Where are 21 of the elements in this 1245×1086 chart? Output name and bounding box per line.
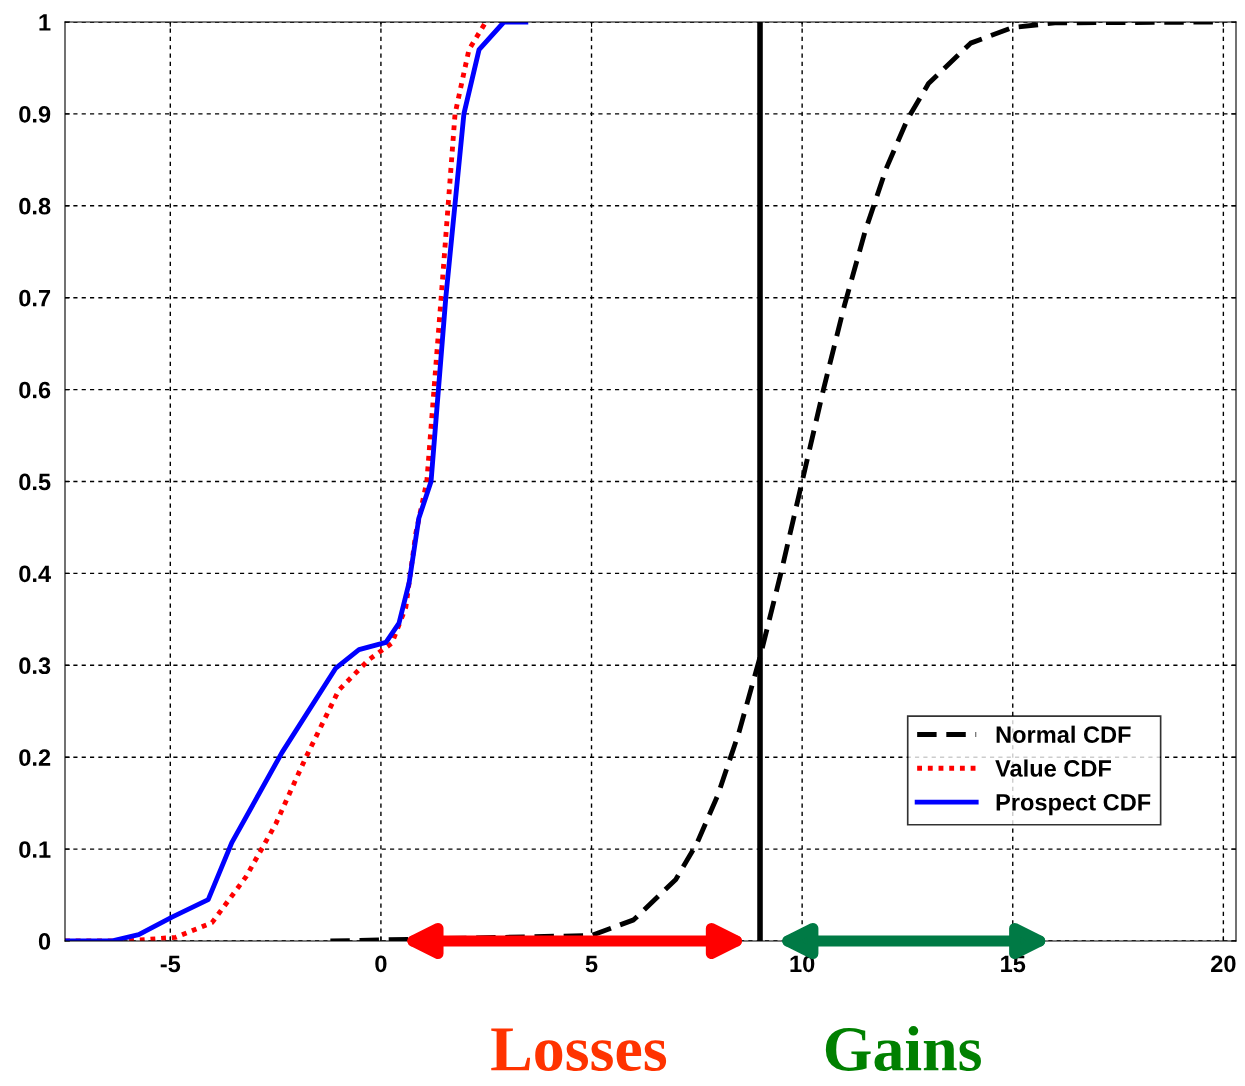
legend-label: Normal CDF <box>996 725 1131 743</box>
x-tick-label: 10 <box>790 955 815 973</box>
y-tick-label: 0.4 <box>19 565 51 583</box>
y-tick-label: 0.9 <box>19 105 51 123</box>
y-tick-label: 0.8 <box>19 197 51 215</box>
x-tick-label: 0 <box>375 955 387 973</box>
x-tick-label: -5 <box>160 955 181 973</box>
y-tick-label: 0.3 <box>19 657 51 675</box>
y-tick-label: 1 <box>39 14 51 31</box>
y-tick-label: 0 <box>38 933 51 950</box>
y-tick-label: 0.7 <box>19 289 51 307</box>
x-tick-label: 5 <box>585 955 598 973</box>
legend-label: Value CDF <box>995 759 1111 777</box>
y-tick-label: 0.2 <box>19 749 51 766</box>
y-tick-label: 0.6 <box>19 381 51 399</box>
text: Losses <box>491 1028 667 1071</box>
y-tick-label: 0.5 <box>19 473 51 491</box>
text: Gains <box>825 1026 981 1071</box>
x-tick-label: 20 <box>1211 955 1236 973</box>
legend-label: Prospect CDF <box>996 793 1151 816</box>
y-tick-label: 0.1 <box>19 841 51 858</box>
